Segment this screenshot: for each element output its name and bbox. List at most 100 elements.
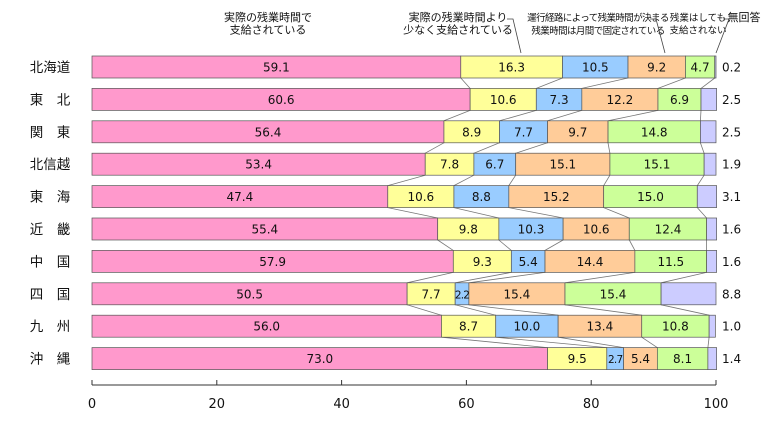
connector-line <box>661 272 707 284</box>
data-label: 15.4 <box>600 287 627 301</box>
x-tick-label: 100 <box>704 397 729 412</box>
bar-segment <box>707 347 717 370</box>
category-label: 九 州 <box>30 319 71 335</box>
data-label: 59.1 <box>263 61 290 75</box>
connector-line <box>558 336 624 348</box>
data-label: 12.2 <box>607 93 634 107</box>
connector-line <box>700 77 716 89</box>
segment-labels: 59.1 16.3 10.5 9.2 4.7 0.2 60.6 10.6 7.3 12.2 6.9 2… <box>227 61 742 367</box>
data-label: 1.4 <box>722 352 741 366</box>
data-label: 10.5 <box>582 61 609 75</box>
connector-line <box>547 110 582 122</box>
data-label: 60.6 <box>268 93 295 107</box>
data-label: 1.0 <box>722 320 741 334</box>
data-label: 7.7 <box>514 125 533 139</box>
legend-leader-line <box>650 18 666 54</box>
data-label: 57.9 <box>259 255 286 269</box>
data-label: 2.5 <box>722 93 741 107</box>
data-label: 15.0 <box>637 190 664 204</box>
data-label: 73.0 <box>306 352 333 366</box>
data-label: 10.6 <box>490 93 517 107</box>
data-label: 0.2 <box>722 61 741 75</box>
category-label: 東 北 <box>30 92 71 108</box>
data-label: 15.1 <box>549 158 576 172</box>
data-label: 53.4 <box>245 158 272 172</box>
data-label: 7.8 <box>440 158 459 172</box>
legend-entry: 支給されない <box>669 25 726 37</box>
connector-line <box>603 174 611 186</box>
x-tick-label: 20 <box>209 397 226 412</box>
x-tick-label: 60 <box>458 397 475 412</box>
connector-line <box>468 272 546 284</box>
data-label: 1.6 <box>722 255 741 269</box>
data-label: 1.9 <box>722 158 741 172</box>
category-label: 関 東 <box>30 125 71 141</box>
data-label: 9.2 <box>647 61 666 75</box>
data-label: 8.7 <box>459 320 478 334</box>
connector-line <box>387 207 438 219</box>
category-label: 沖 縄 <box>30 352 71 368</box>
legend-entry: 支給されている <box>230 23 307 37</box>
bar-segment <box>714 55 717 79</box>
data-label: 1.6 <box>722 223 741 237</box>
data-label: 47.4 <box>227 190 254 204</box>
bars <box>91 55 717 370</box>
category-label: 北海道 <box>30 60 71 76</box>
connector-line <box>455 304 496 316</box>
data-label: 10.0 <box>514 320 541 334</box>
data-label: 55.4 <box>251 223 278 237</box>
connector-line <box>453 207 499 219</box>
connector-line <box>628 239 636 251</box>
data-label: 8.1 <box>673 352 692 366</box>
x-axis: 0 20 40 60 80 100 <box>88 380 729 412</box>
bar-segment <box>706 217 717 241</box>
x-tick-label: 0 <box>88 397 96 412</box>
legend-leader-line <box>715 18 730 54</box>
data-label: 56.4 <box>255 125 282 139</box>
connector-line <box>425 142 445 154</box>
connector-line <box>441 336 548 348</box>
connector-line <box>696 174 705 186</box>
data-label: 5.4 <box>631 352 650 366</box>
x-tick-label: 40 <box>333 397 350 412</box>
connector-line <box>564 304 642 316</box>
connector-line <box>641 336 658 348</box>
connector-line <box>453 174 475 186</box>
connector-line <box>657 77 686 89</box>
data-label: 2.2 <box>455 289 469 301</box>
connector-line <box>499 110 537 122</box>
data-label: 2.7 <box>608 354 622 366</box>
data-label: 56.0 <box>253 320 280 334</box>
bar-segment <box>660 282 717 306</box>
bar-segment <box>703 152 717 176</box>
data-label: 9.3 <box>473 255 492 269</box>
data-label: 15.1 <box>644 158 671 172</box>
connector-line <box>387 174 426 186</box>
legend-entry: 運行経路によって残業時間が決まる <box>527 12 669 24</box>
data-label: 8.9 <box>462 125 481 139</box>
data-label: 5.4 <box>519 255 538 269</box>
connector-line <box>697 207 707 219</box>
category-label: 中 国 <box>30 254 71 270</box>
connector-line <box>443 110 471 122</box>
data-label: 11.5 <box>657 255 684 269</box>
connector-line <box>468 304 559 316</box>
legend-leader-line <box>507 18 522 54</box>
data-label: 8.8 <box>472 190 491 204</box>
category-label: 四 国 <box>30 287 71 303</box>
connector-line <box>661 304 710 316</box>
data-label: 15.4 <box>504 287 531 301</box>
data-label: 6.7 <box>485 158 504 172</box>
connector-line <box>498 239 512 251</box>
x-tick-label: 80 <box>583 397 600 412</box>
data-label: 16.3 <box>498 61 525 75</box>
data-label: 14.8 <box>641 125 668 139</box>
legend-entry: 実際の残業時間より <box>409 10 508 24</box>
category-label: 北信越 <box>30 157 71 173</box>
data-label: 15.2 <box>543 190 570 204</box>
connector-line <box>406 304 442 316</box>
data-label: 12.4 <box>655 223 682 237</box>
data-label: 8.8 <box>722 287 741 301</box>
